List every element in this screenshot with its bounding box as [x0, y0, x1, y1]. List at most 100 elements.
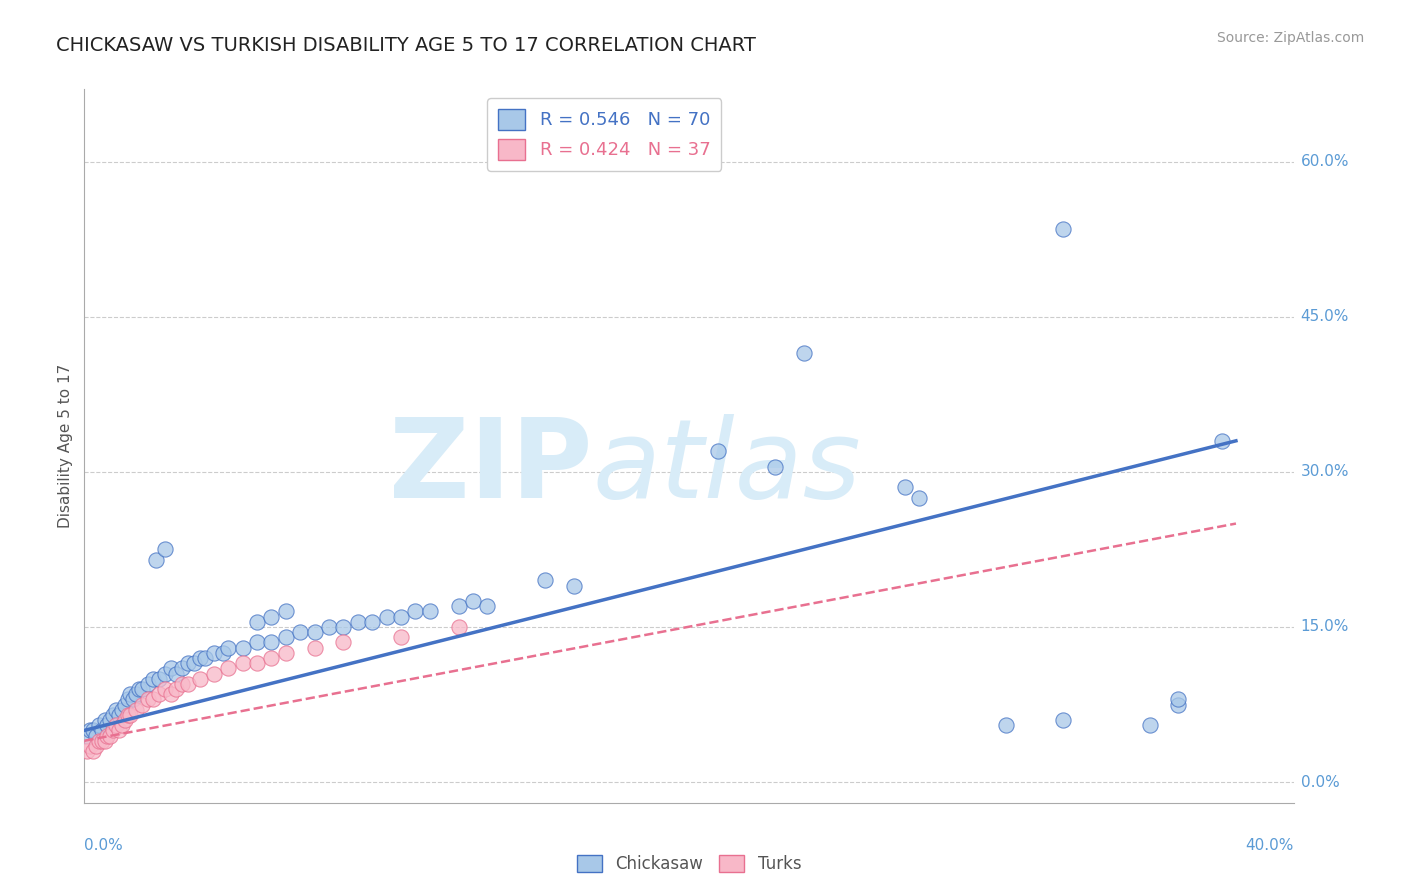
- Point: [232, 640, 254, 655]
- Point: [98, 729, 121, 743]
- Point: [1052, 222, 1074, 236]
- Point: [166, 681, 188, 696]
- Point: [153, 542, 176, 557]
- Point: [114, 698, 136, 712]
- Y-axis label: Disability Age 5 to 17: Disability Age 5 to 17: [58, 364, 73, 528]
- Point: [1052, 713, 1074, 727]
- Point: [260, 651, 283, 665]
- Point: [375, 609, 398, 624]
- Point: [1139, 718, 1161, 732]
- Text: Source: ZipAtlas.com: Source: ZipAtlas.com: [1216, 31, 1364, 45]
- Point: [131, 698, 153, 712]
- Point: [260, 609, 283, 624]
- Point: [122, 692, 145, 706]
- Point: [232, 656, 254, 670]
- Point: [142, 672, 165, 686]
- Point: [120, 687, 142, 701]
- Point: [136, 692, 159, 706]
- Point: [84, 729, 107, 743]
- Point: [93, 713, 115, 727]
- Point: [477, 599, 499, 614]
- Point: [142, 692, 165, 706]
- Point: [79, 739, 101, 753]
- Point: [111, 703, 134, 717]
- Point: [894, 480, 917, 494]
- Point: [136, 677, 159, 691]
- Point: [79, 723, 101, 738]
- Point: [159, 687, 181, 701]
- Point: [82, 744, 104, 758]
- Point: [246, 635, 269, 649]
- Point: [93, 733, 115, 747]
- Point: [98, 713, 121, 727]
- Point: [96, 718, 118, 732]
- Point: [96, 729, 118, 743]
- Point: [202, 666, 225, 681]
- Text: 40.0%: 40.0%: [1246, 838, 1294, 854]
- Point: [177, 656, 200, 670]
- Point: [246, 656, 269, 670]
- Point: [404, 605, 426, 619]
- Point: [461, 594, 484, 608]
- Point: [290, 625, 312, 640]
- Point: [172, 677, 194, 691]
- Point: [389, 630, 412, 644]
- Point: [90, 733, 112, 747]
- Point: [120, 707, 142, 722]
- Text: 0.0%: 0.0%: [84, 838, 124, 854]
- Point: [105, 703, 128, 717]
- Point: [76, 744, 98, 758]
- Point: [246, 615, 269, 629]
- Point: [108, 707, 131, 722]
- Point: [304, 640, 326, 655]
- Point: [274, 646, 297, 660]
- Point: [304, 625, 326, 640]
- Point: [159, 661, 181, 675]
- Point: [534, 574, 557, 588]
- Point: [332, 620, 354, 634]
- Point: [994, 718, 1017, 732]
- Point: [153, 681, 176, 696]
- Point: [82, 723, 104, 738]
- Point: [114, 713, 136, 727]
- Point: [1167, 692, 1189, 706]
- Point: [125, 703, 148, 717]
- Point: [76, 729, 98, 743]
- Point: [125, 687, 148, 701]
- Point: [183, 656, 205, 670]
- Point: [90, 723, 112, 738]
- Point: [347, 615, 370, 629]
- Point: [562, 579, 585, 593]
- Text: atlas: atlas: [592, 414, 860, 521]
- Text: CHICKASAW VS TURKISH DISABILITY AGE 5 TO 17 CORRELATION CHART: CHICKASAW VS TURKISH DISABILITY AGE 5 TO…: [56, 36, 756, 54]
- Text: 15.0%: 15.0%: [1301, 619, 1348, 634]
- Point: [128, 681, 150, 696]
- Point: [389, 609, 412, 624]
- Point: [447, 599, 470, 614]
- Point: [211, 646, 233, 660]
- Point: [447, 620, 470, 634]
- Point: [260, 635, 283, 649]
- Point: [188, 651, 211, 665]
- Point: [172, 661, 194, 675]
- Point: [706, 444, 728, 458]
- Point: [361, 615, 384, 629]
- Text: 30.0%: 30.0%: [1301, 465, 1348, 479]
- Point: [153, 666, 176, 681]
- Text: 0.0%: 0.0%: [1301, 774, 1340, 789]
- Point: [117, 707, 139, 722]
- Point: [793, 346, 815, 360]
- Point: [117, 692, 139, 706]
- Point: [111, 718, 134, 732]
- Point: [274, 630, 297, 644]
- Point: [145, 553, 167, 567]
- Text: 60.0%: 60.0%: [1301, 154, 1348, 169]
- Point: [101, 707, 124, 722]
- Point: [217, 640, 239, 655]
- Point: [318, 620, 340, 634]
- Point: [202, 646, 225, 660]
- Point: [177, 677, 200, 691]
- Point: [188, 672, 211, 686]
- Text: ZIP: ZIP: [389, 414, 592, 521]
- Point: [148, 672, 170, 686]
